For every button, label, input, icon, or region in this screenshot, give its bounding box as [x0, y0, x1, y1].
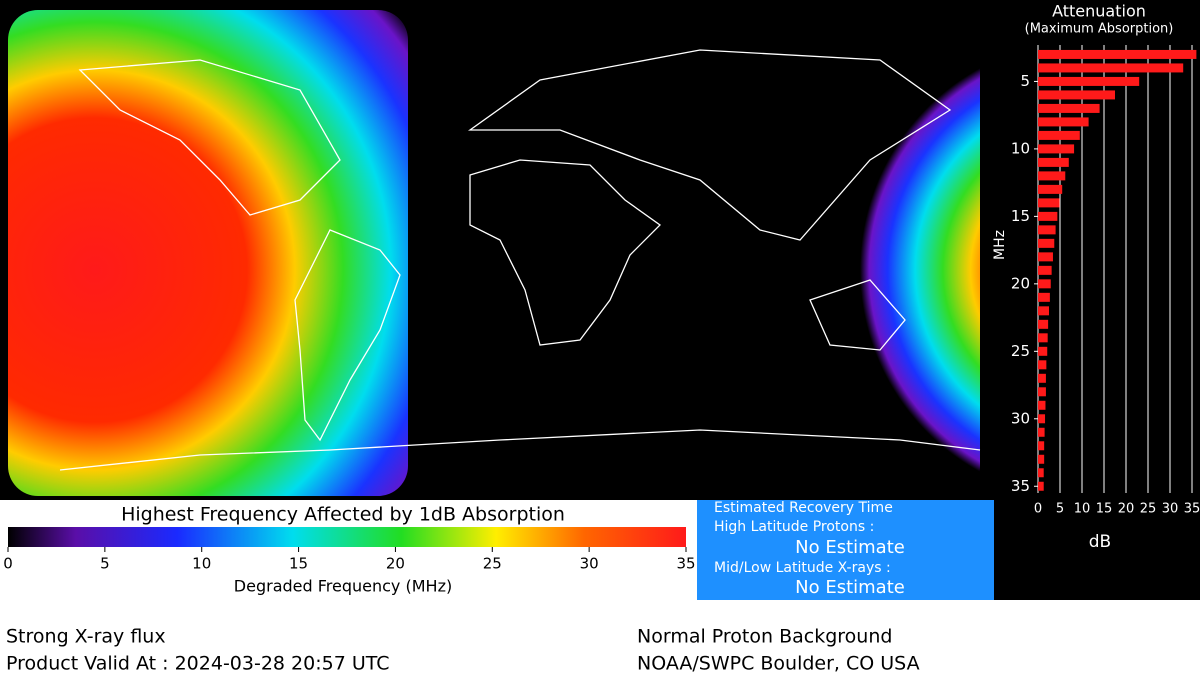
x-tick-label: 10	[1074, 502, 1091, 517]
bar	[1038, 171, 1066, 181]
bar	[1038, 184, 1063, 194]
absorption-region-east	[840, 10, 980, 496]
colorbar-title: Highest Frequency Affected by 1dB Absorp…	[121, 504, 565, 526]
colorbar-tick-label: 0	[3, 555, 13, 573]
colorbar-tick-label: 30	[580, 555, 599, 573]
bar	[1038, 265, 1052, 275]
x-tick-label: 35	[1184, 502, 1200, 517]
x-axis-label: dB	[1089, 532, 1111, 552]
x-tick-label: 0	[1034, 502, 1042, 517]
bar	[1038, 333, 1048, 343]
x-tick-label: 15	[1096, 502, 1113, 517]
bar	[1038, 63, 1184, 73]
bar	[1038, 360, 1047, 370]
bar	[1038, 117, 1089, 127]
y-tick-label: 10	[1011, 139, 1030, 157]
bar	[1038, 211, 1058, 221]
colorbar-tick-label: 20	[386, 555, 405, 573]
footer-text: Product Valid At : 2024-03-28 20:57 UTC	[6, 653, 390, 675]
y-axis-label: MHz	[992, 230, 1008, 260]
bar	[1038, 441, 1045, 451]
bar	[1038, 468, 1044, 478]
colorbar-tick-label: 25	[483, 555, 502, 573]
bar	[1038, 306, 1049, 316]
footer-text: Normal Proton Background	[637, 626, 892, 648]
bar	[1038, 292, 1050, 302]
bar	[1038, 252, 1053, 262]
bar	[1038, 279, 1051, 289]
colorbar-ticks: 0 5 10 15 20 25 30 35	[3, 547, 696, 573]
recovery-value: No Estimate	[795, 537, 905, 558]
x-tick-label: 25	[1140, 502, 1157, 517]
bar	[1038, 198, 1060, 208]
x-tick-label: 30	[1162, 502, 1179, 517]
chart-subtitle: (Maximum Absorption)	[1025, 22, 1174, 37]
bar	[1038, 225, 1056, 235]
y-tick-label: 30	[1011, 409, 1030, 427]
bar	[1038, 90, 1115, 100]
chart-background	[990, 0, 1200, 600]
recovery-title: Estimated Recovery Time	[714, 500, 893, 516]
bar	[1038, 454, 1045, 464]
bar	[1038, 76, 1140, 86]
bar	[1038, 427, 1045, 437]
recovery-value: No Estimate	[795, 577, 905, 598]
y-tick-label: 25	[1011, 342, 1030, 360]
coastlines	[59, 49, 981, 471]
y-tick-label: 5	[1020, 72, 1030, 90]
bar	[1038, 157, 1069, 167]
bar	[1038, 130, 1080, 140]
footer-text: Strong X-ray flux	[6, 626, 166, 648]
bar	[1038, 373, 1046, 383]
colorbar-tick-label: 10	[192, 555, 211, 573]
absorption-region-west	[8, 10, 408, 496]
colorbar-tick-label: 35	[676, 555, 695, 573]
bar	[1038, 387, 1046, 397]
bar	[1038, 414, 1046, 424]
recovery-label: High Latitude Protons :	[714, 519, 874, 535]
colorbar-label: Degraded Frequency (MHz)	[234, 577, 452, 596]
bar	[1038, 238, 1055, 248]
y-tick-label: 20	[1011, 274, 1030, 292]
recovery-label: Mid/Low Latitude X-rays :	[714, 560, 891, 576]
y-tick-label: 35	[1011, 477, 1030, 495]
chart-title: Attenuation	[1052, 2, 1146, 21]
colorbar	[8, 527, 686, 547]
colorbar-tick-label: 5	[100, 555, 110, 573]
bar	[1038, 346, 1048, 356]
footer-text: NOAA/SWPC Boulder, CO USA	[637, 653, 920, 675]
colorbar-tick-label: 15	[289, 555, 308, 573]
x-tick-label: 20	[1118, 502, 1135, 517]
bar	[1038, 319, 1049, 329]
bar	[1038, 49, 1197, 59]
y-tick-label: 15	[1011, 207, 1030, 225]
bar	[1038, 400, 1046, 410]
bar	[1038, 144, 1075, 154]
x-tick-label: 5	[1056, 502, 1064, 517]
bar	[1038, 103, 1100, 113]
recovery-box	[697, 500, 994, 600]
bar	[1038, 481, 1044, 491]
